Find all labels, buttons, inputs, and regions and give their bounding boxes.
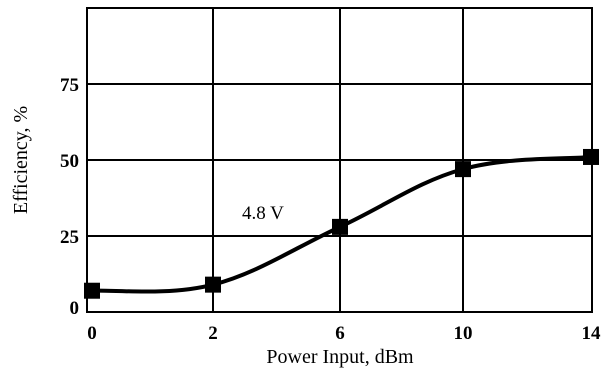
y-tick-label: 75 bbox=[60, 75, 79, 96]
data-point-marker bbox=[583, 148, 599, 165]
series-annotation: 4.8 V bbox=[242, 203, 284, 224]
x-tick-label: 14 bbox=[582, 323, 602, 344]
x-axis-label: Power Input, dBm bbox=[266, 346, 414, 368]
data-point-marker bbox=[455, 161, 471, 178]
data-point-marker bbox=[84, 282, 100, 299]
data-point-marker bbox=[332, 218, 348, 235]
y-axis-label: Efficiency, % bbox=[10, 106, 32, 214]
x-tick-label: 10 bbox=[454, 323, 473, 344]
x-tick-labels: 0 2 6 10 14 bbox=[87, 323, 601, 344]
x-tick-label: 0 bbox=[87, 323, 97, 344]
y-tick-label: 25 bbox=[60, 227, 79, 248]
grid-lines bbox=[87, 8, 592, 312]
x-tick-label: 6 bbox=[335, 323, 345, 344]
y-tick-label: 50 bbox=[60, 151, 79, 172]
x-tick-label: 2 bbox=[208, 323, 218, 344]
data-point-marker bbox=[205, 276, 221, 293]
y-tick-label: 0 bbox=[70, 298, 80, 319]
y-tick-labels: 0 25 50 75 bbox=[60, 75, 79, 319]
data-markers bbox=[84, 148, 599, 299]
